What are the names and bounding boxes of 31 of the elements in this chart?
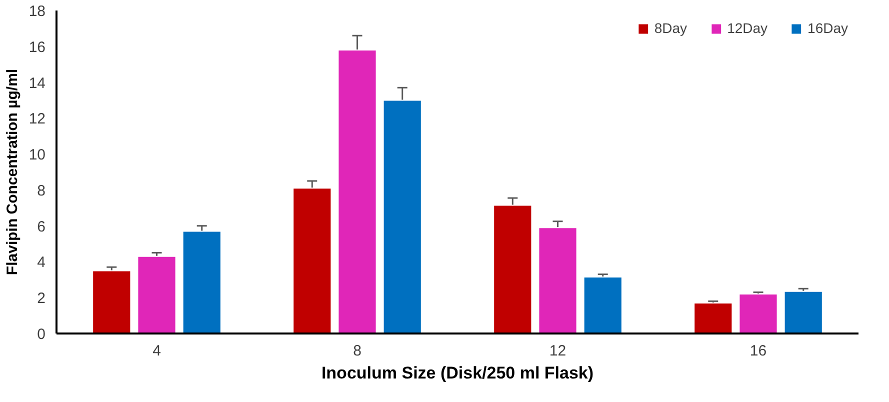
- x-tick-label: 12: [549, 342, 566, 360]
- x-tick-label: 8: [353, 342, 362, 360]
- y-tick-label: 2: [37, 290, 46, 308]
- bar: [538, 227, 578, 334]
- y-tick-label: 8: [37, 182, 46, 200]
- y-tick-label: 16: [28, 38, 46, 56]
- bar: [292, 188, 332, 334]
- x-tick-label: 4: [152, 342, 161, 360]
- x-tick-label: 16: [750, 342, 767, 360]
- y-tick-label: 12: [28, 110, 46, 128]
- y-tick-label: 6: [37, 218, 46, 236]
- y-tick-label: 14: [28, 74, 46, 92]
- bar: [583, 276, 622, 334]
- legend-label: 8Day: [654, 20, 688, 36]
- bar: [738, 294, 778, 334]
- bar: [182, 230, 222, 334]
- bar: [92, 270, 132, 334]
- y-tick-label: 10: [28, 146, 46, 164]
- x-axis-title: Inoculum Size (Disk/250 ml Flask): [321, 364, 594, 382]
- bar: [784, 290, 823, 334]
- y-tick-label: 0: [37, 326, 46, 343]
- legend-label: 12Day: [727, 20, 768, 36]
- bar: [338, 49, 377, 334]
- bar: [694, 302, 733, 334]
- bar: [382, 100, 422, 334]
- y-axis-title: Flavipin Concentration µg/ml: [4, 68, 21, 276]
- y-tick-label: 4: [37, 254, 46, 272]
- legend-label: 16Day: [808, 20, 848, 36]
- bar: [493, 204, 532, 334]
- y-tick-label: 18: [28, 3, 46, 20]
- bar: [137, 256, 176, 334]
